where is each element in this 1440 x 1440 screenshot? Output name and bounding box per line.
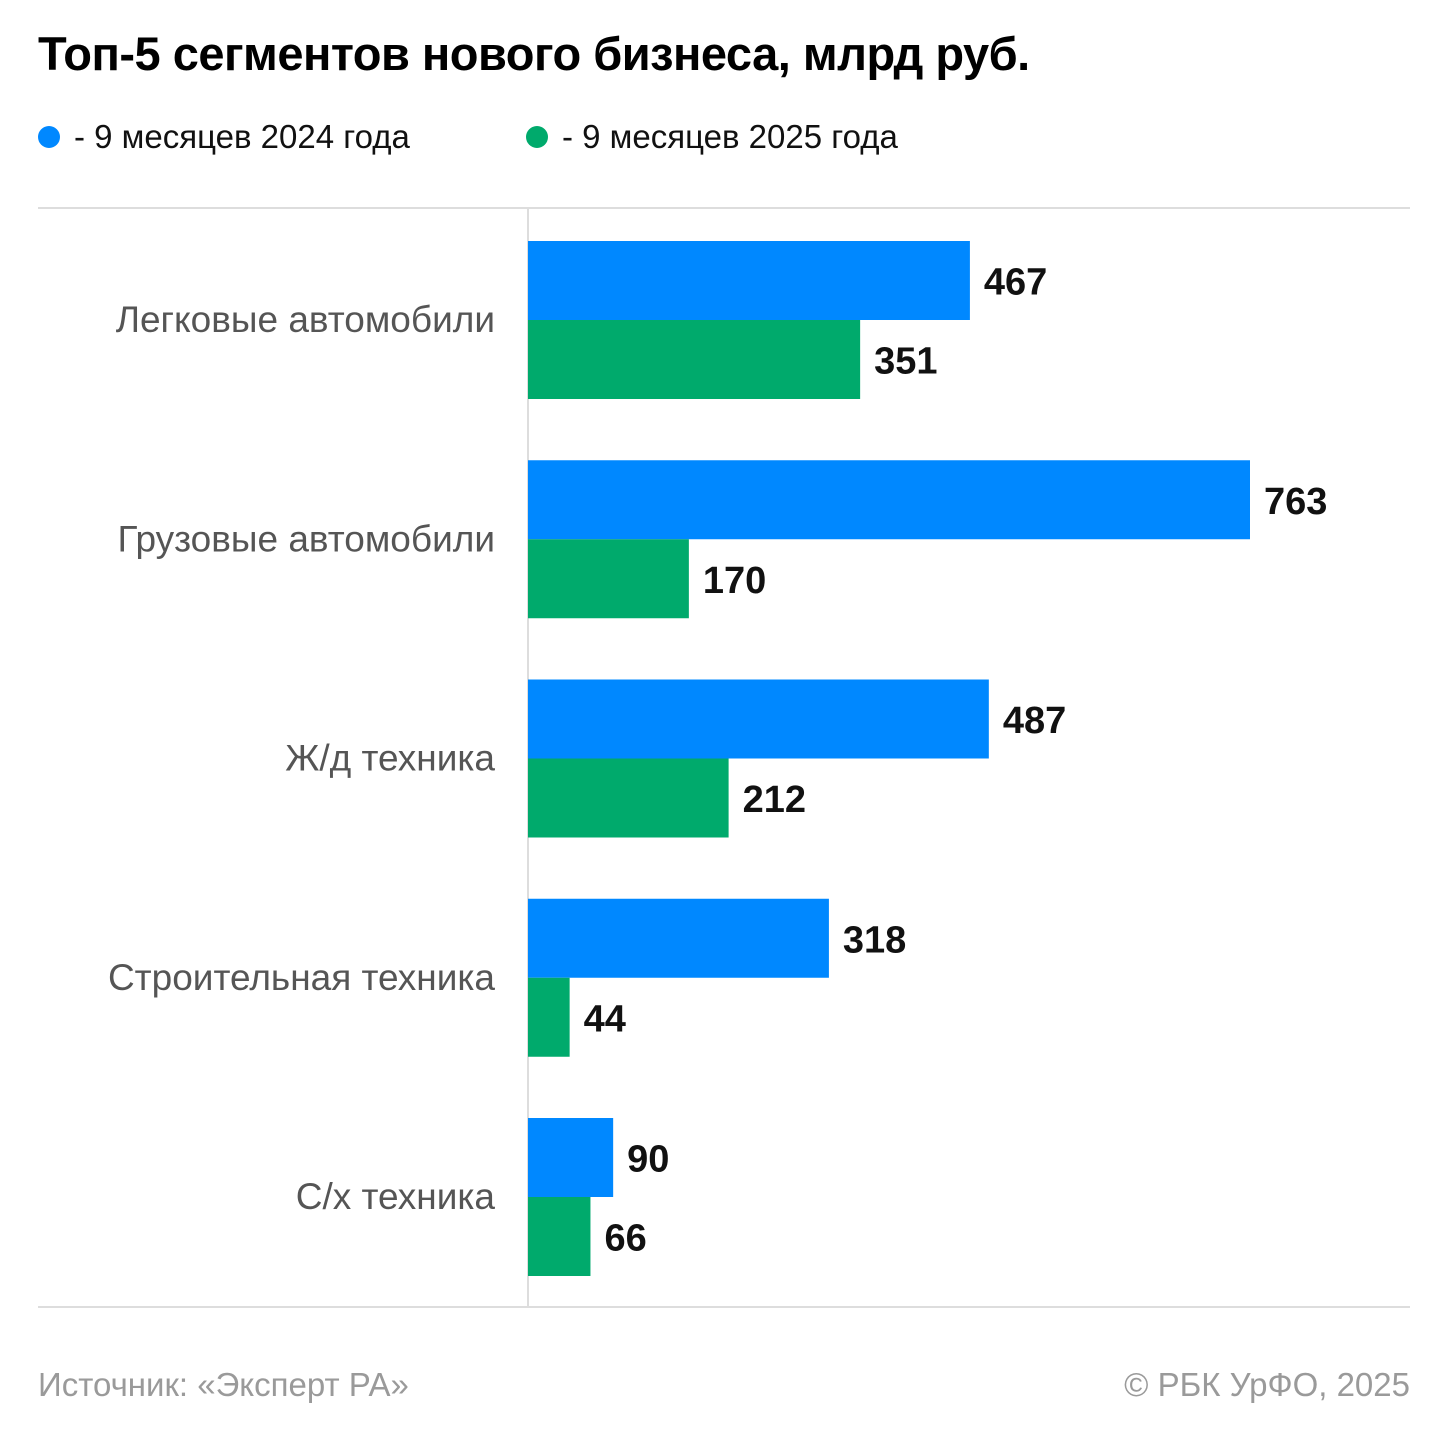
category-label-cat-1: Легковые автомобили xyxy=(116,299,495,340)
copyright-note: © РБК УрФО, 2025 xyxy=(1124,1366,1410,1403)
bar-2025-cat-5 xyxy=(528,1197,591,1276)
category-label-cat-4: Строительная техника xyxy=(108,957,495,998)
legend-label-2025: - 9 месяцев 2025 года xyxy=(562,118,898,155)
bar-2024-cat-1 xyxy=(528,241,970,320)
data-label-2024-cat-5: 90 xyxy=(627,1139,669,1181)
legend-label-2024: - 9 месяцев 2024 года xyxy=(74,118,410,155)
data-label-2025-cat-2: 170 xyxy=(703,560,766,602)
bar-2025-cat-4 xyxy=(528,977,570,1057)
bar-2025-cat-2 xyxy=(528,539,689,619)
bar-2024-cat-5 xyxy=(528,1118,614,1197)
category-label-cat-5: С/х техника xyxy=(296,1176,496,1217)
bar-2024-cat-4 xyxy=(528,898,829,978)
legend-item-2025: - 9 месяцев 2025 года xyxy=(526,118,898,156)
legend-item-2024: - 9 месяцев 2024 года xyxy=(38,118,410,156)
legend-dot-2024-icon xyxy=(38,126,60,148)
data-label-2025-cat-4: 44 xyxy=(584,998,626,1040)
data-label-2024-cat-4: 318 xyxy=(843,919,906,961)
source-note: Источник: «Эксперт РА» xyxy=(38,1366,409,1403)
bar-2024-cat-3 xyxy=(528,679,989,759)
category-label-cat-2: Грузовые автомобили xyxy=(117,518,495,559)
chart-title: Топ-5 сегментов нового бизнеса, млрд руб… xyxy=(38,27,1030,80)
legend-dot-2025-icon xyxy=(526,126,548,148)
data-label-2024-cat-3: 487 xyxy=(1003,700,1066,742)
data-label-2024-cat-2: 763 xyxy=(1264,481,1327,523)
data-label-2024-cat-1: 467 xyxy=(984,262,1047,304)
bar-2025-cat-3 xyxy=(528,758,729,838)
category-label-cat-3: Ж/д техника xyxy=(285,738,495,779)
data-label-2025-cat-3: 212 xyxy=(743,779,806,821)
bar-2025-cat-1 xyxy=(528,320,861,399)
data-label-2025-cat-1: 351 xyxy=(874,341,937,383)
bar-2024-cat-2 xyxy=(528,460,1250,540)
data-label-2025-cat-5: 66 xyxy=(604,1218,646,1260)
